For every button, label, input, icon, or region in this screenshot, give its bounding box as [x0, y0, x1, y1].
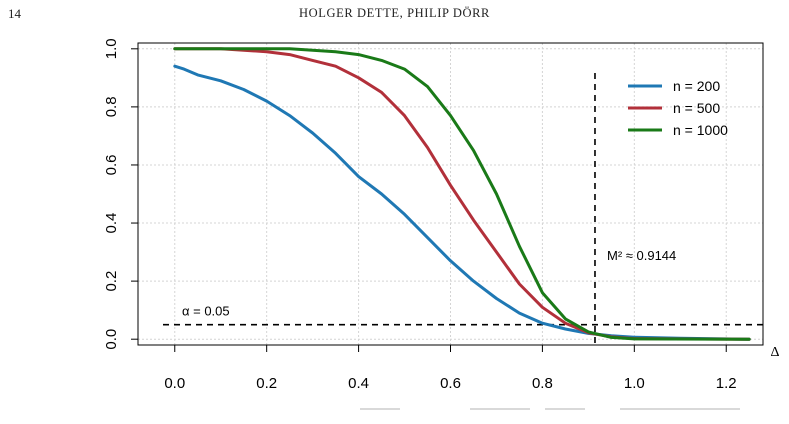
legend-label-0: n = 200: [673, 78, 720, 94]
series-line-2: [173, 47, 751, 341]
caption-fragment: [0, 400, 789, 424]
y-tick-label-3: 0.6: [103, 155, 120, 176]
alpha-label: α = 0.05: [182, 304, 230, 319]
page-header: 14 HOLGER DETTE, PHILIP DÖRR: [0, 0, 789, 30]
y-tick-label-0: 0.0: [103, 329, 120, 350]
y-tick-label-4: 0.8: [103, 96, 120, 117]
legend-label-1: n = 500: [673, 100, 720, 116]
legend-label-2: n = 1000: [673, 122, 728, 138]
x-tick-label-6: 1.2: [716, 375, 737, 392]
x-axis-label: Δ: [770, 345, 779, 360]
y-tick-label-2: 0.4: [103, 213, 120, 234]
x-tick-label-1: 0.2: [256, 375, 277, 392]
y-tick-label-5: 1.0: [103, 38, 120, 59]
x-tick-label-5: 1.0: [624, 375, 645, 392]
x-tick-label-2: 0.4: [348, 375, 369, 392]
y-tick-label-1: 0.2: [103, 271, 120, 292]
series-line-1: [173, 47, 751, 341]
critical-value-label: M² ≈ 0.9144: [607, 248, 676, 263]
running-head: HOLGER DETTE, PHILIP DÖRR: [299, 6, 490, 20]
x-tick-label-4: 0.8: [532, 375, 553, 392]
x-tick-label-0: 0.0: [164, 375, 185, 392]
x-tick-label-3: 0.6: [440, 375, 461, 392]
page-number: 14: [8, 6, 21, 21]
